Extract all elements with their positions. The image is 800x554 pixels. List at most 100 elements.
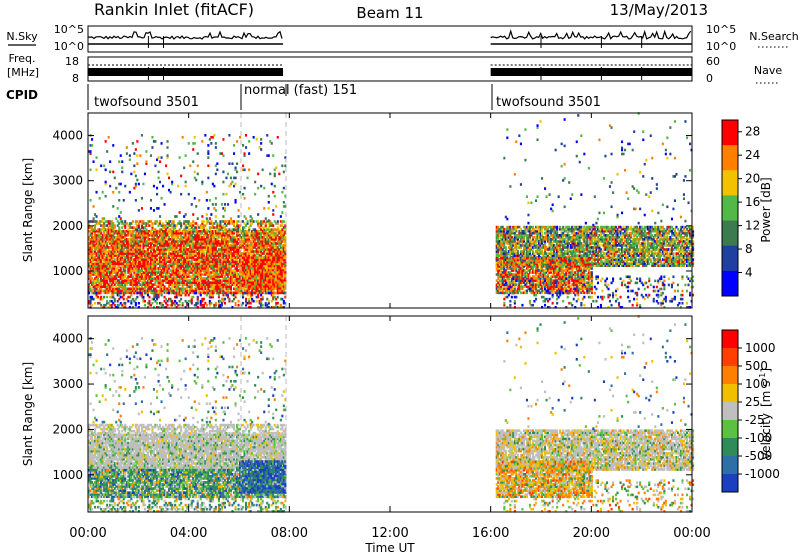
- power-cell: [208, 254, 211, 257]
- power-cell: [180, 236, 183, 239]
- power-cell: [166, 244, 169, 247]
- power-cell: [95, 254, 98, 257]
- power-cell: [166, 172, 169, 176]
- power-cell: [159, 240, 162, 243]
- power-cell: [134, 258, 137, 261]
- power-cell: [217, 244, 220, 247]
- power-cell: [154, 250, 157, 253]
- power-cell: [272, 224, 275, 227]
- power-cell: [246, 220, 249, 223]
- power-cell: [110, 240, 113, 243]
- power-cell: [184, 254, 187, 257]
- power-cell: [180, 291, 183, 295]
- power-cell: [91, 238, 94, 241]
- power-cell: [192, 262, 195, 265]
- power-cell: [137, 242, 140, 245]
- power-cell: [122, 262, 125, 265]
- power-cell: [101, 258, 104, 261]
- power-cell: [267, 207, 270, 210]
- power-cell: [128, 158, 131, 161]
- power-cell: [112, 240, 115, 243]
- power-cell: [199, 293, 202, 297]
- power-cell: [95, 238, 98, 241]
- power-cell: [136, 256, 139, 259]
- power-cell: [223, 203, 226, 206]
- power-cell: [92, 246, 95, 249]
- power-cell: [122, 242, 125, 245]
- power-cell: [192, 295, 195, 299]
- power-cell: [183, 240, 186, 243]
- power-cell: [214, 142, 217, 145]
- power-cell: [143, 256, 146, 259]
- power-cell: [136, 254, 139, 257]
- power-cell: [239, 136, 242, 139]
- power-cell: [168, 252, 171, 255]
- power-cell: [180, 246, 183, 249]
- power-cell: [113, 236, 116, 239]
- power-cell: [202, 252, 205, 255]
- power-cell: [149, 262, 152, 265]
- power-cell: [205, 252, 208, 255]
- power-cell: [157, 250, 160, 253]
- power-cell: [145, 262, 148, 265]
- power-cell: [195, 252, 198, 255]
- power-cell: [125, 250, 128, 253]
- power-cell: [189, 254, 192, 257]
- power-cell: [103, 258, 106, 261]
- power-cell: [151, 236, 154, 239]
- power-cell: [146, 248, 149, 251]
- nsearch-label: N.Search: [749, 30, 799, 43]
- power-cell: [196, 236, 199, 239]
- power-cell: [116, 248, 119, 251]
- power-cell: [204, 264, 207, 267]
- power-cell: [180, 234, 183, 237]
- power-cell: [214, 260, 217, 263]
- power-cell: [214, 229, 217, 233]
- power-cell: [148, 234, 151, 237]
- power-cell: [190, 238, 193, 241]
- power-cell: [159, 180, 162, 184]
- power-cell: [163, 242, 166, 245]
- power-cell: [97, 234, 100, 237]
- power-cell: [163, 256, 166, 259]
- power-cell: [133, 260, 136, 263]
- power-cell: [149, 238, 152, 241]
- power-cell: [236, 140, 239, 143]
- power-cell: [163, 231, 166, 235]
- power-cell: [267, 201, 270, 204]
- power-cell: [97, 242, 100, 245]
- power-cell: [198, 256, 201, 259]
- power-cell: [122, 252, 125, 255]
- power-cell: [184, 234, 187, 237]
- power-cell: [184, 262, 187, 265]
- power-cell: [143, 231, 146, 235]
- power-cell: [142, 231, 145, 235]
- power-cell: [113, 246, 116, 249]
- power-cell: [174, 246, 177, 249]
- power-cell: [154, 228, 157, 231]
- power-cell: [100, 238, 103, 241]
- power-cell: [125, 234, 128, 237]
- power-cell: [137, 246, 140, 249]
- power-cell: [152, 256, 155, 259]
- power-cell: [104, 194, 107, 198]
- power-cell: [134, 199, 137, 202]
- power-cell: [225, 228, 228, 231]
- power-cell: [180, 248, 183, 251]
- power-cell: [183, 244, 186, 247]
- power-cell: [133, 234, 136, 237]
- power-cell: [237, 215, 240, 218]
- power-cell: [137, 256, 140, 259]
- power-cell: [146, 262, 149, 265]
- power-cell: [165, 229, 168, 233]
- power-cell: [136, 178, 139, 182]
- power-cell: [107, 254, 110, 257]
- power-cell: [165, 262, 168, 265]
- power-cell: [217, 252, 220, 255]
- power-cell: [174, 242, 177, 245]
- power-cell: [134, 182, 137, 186]
- power-cell: [131, 229, 134, 233]
- power-cell: [178, 229, 181, 233]
- power-cell: [175, 238, 178, 241]
- power-cell: [148, 295, 151, 299]
